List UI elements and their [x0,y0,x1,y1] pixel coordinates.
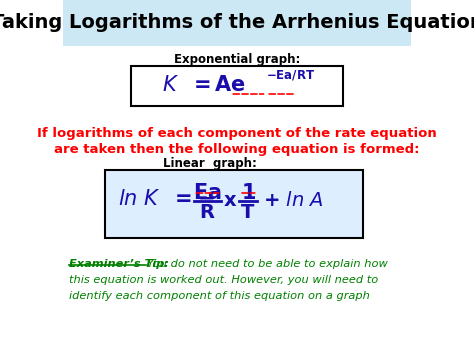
Text: Linear  graph:: Linear graph: [163,157,257,171]
Text: this equation is worked out. However, you will need to: this equation is worked out. However, yo… [69,275,378,285]
FancyBboxPatch shape [63,0,411,46]
Text: Taking Logarithms of the Arrhenius Equation: Taking Logarithms of the Arrhenius Equat… [0,14,474,32]
Text: Examiner’s Tip:: Examiner’s Tip: [69,259,168,269]
Text: $\mathbf{R}$: $\mathbf{R}$ [199,204,215,222]
Text: $\mathbf{T}$: $\mathbf{T}$ [240,204,255,222]
Text: $\mathbf{1}$: $\mathbf{1}$ [240,183,255,203]
Text: If logarithms of each component of the rate equation: If logarithms of each component of the r… [37,127,437,141]
Text: You do not need to be able to explain how: You do not need to be able to explain ho… [147,259,388,269]
Text: Exponential graph:: Exponential graph: [174,52,300,66]
FancyBboxPatch shape [131,66,343,106]
Text: $\mathbf{x}$: $\mathbf{x}$ [223,192,237,210]
Text: $\mathbf{-Ea/RT}$: $\mathbf{-Ea/RT}$ [266,68,315,82]
FancyBboxPatch shape [105,170,363,238]
Text: identify each component of this equation on a graph: identify each component of this equation… [69,291,369,301]
Text: $\boldsymbol{\mathit{ln}\ \mathit{K}}$  $\mathbf{=\!-}$: $\boldsymbol{\mathit{ln}\ \mathit{K}}$ $… [118,189,214,209]
Text: are taken then the following equation is formed:: are taken then the following equation is… [54,142,420,156]
Text: $\mathbf{+\ \mathit{ln}\ \mathit{A}}$: $\mathbf{+\ \mathit{ln}\ \mathit{A}}$ [264,192,324,210]
Text: $\boldsymbol{\mathit{K}}$  $\mathbf{= Ae}$: $\boldsymbol{\mathit{K}}$ $\mathbf{= Ae}… [162,75,246,95]
Text: $\mathbf{Ea}$: $\mathbf{Ea}$ [192,183,221,203]
